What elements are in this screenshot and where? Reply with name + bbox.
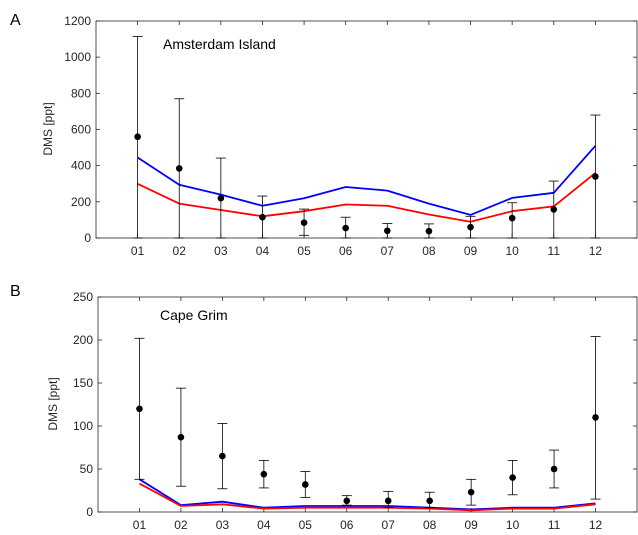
observation-point xyxy=(259,213,266,221)
y-tick-label: 0 xyxy=(86,505,93,519)
y-tick-label: 800 xyxy=(71,86,91,100)
x-tick-label: 06 xyxy=(339,244,353,258)
axes-box xyxy=(97,296,638,513)
x-tick-label: 09 xyxy=(464,244,478,258)
x-tick-label: 05 xyxy=(297,244,311,258)
x-tick-label: 02 xyxy=(173,244,187,258)
series-line-red xyxy=(139,482,596,512)
x-tick-label: 01 xyxy=(133,518,147,532)
y-tick-label: 0 xyxy=(84,231,91,245)
series-line-red xyxy=(137,172,596,223)
observation-point xyxy=(302,481,309,488)
x-tick-label: 02 xyxy=(174,518,188,532)
y-tick-label: 100 xyxy=(73,419,93,433)
observation-point xyxy=(260,470,268,478)
y-tick-label: 200 xyxy=(73,333,93,347)
y-tick-label: 200 xyxy=(71,195,91,209)
observation-point xyxy=(592,173,599,180)
observation-point xyxy=(343,497,351,505)
x-tick-label: 07 xyxy=(382,518,396,532)
x-tick-label: 12 xyxy=(589,244,603,258)
observation-point xyxy=(384,227,391,235)
y-axis-label: DMS [ppt] xyxy=(41,102,55,155)
observation-point xyxy=(384,497,392,505)
x-tick-label: 03 xyxy=(214,244,228,258)
series-line-blue xyxy=(137,145,597,216)
observation-point xyxy=(219,452,226,460)
x-tick-label: 06 xyxy=(340,518,354,532)
observation-point xyxy=(467,223,474,231)
x-tick-label: 11 xyxy=(548,518,561,532)
x-tick-label: 05 xyxy=(299,518,313,532)
observation-point xyxy=(508,214,516,222)
observation-point xyxy=(300,219,308,226)
y-axis-label: DMS [ppt] xyxy=(46,377,60,430)
y-tick-label: 150 xyxy=(73,376,93,390)
y-tick-label: 250 xyxy=(73,290,93,304)
x-tick-label: 08 xyxy=(423,518,437,532)
x-tick-label: 11 xyxy=(548,244,561,258)
observation-point xyxy=(550,206,558,213)
observation-point xyxy=(509,474,516,481)
x-tick-label: 01 xyxy=(131,244,145,258)
observation-point xyxy=(134,133,141,141)
observation-point xyxy=(177,433,185,441)
observation-point xyxy=(592,414,599,421)
x-tick-label: 09 xyxy=(464,518,478,532)
y-tick-label: 50 xyxy=(80,462,94,476)
y-tick-label: 400 xyxy=(71,159,91,173)
panel-title: Amsterdam Island xyxy=(163,36,276,52)
panel-title: Cape Grim xyxy=(160,307,228,323)
x-tick-label: 10 xyxy=(505,244,519,258)
x-tick-label: 03 xyxy=(216,518,230,532)
x-tick-label: 04 xyxy=(257,518,271,532)
x-tick-label: 12 xyxy=(589,518,603,532)
observation-point xyxy=(175,165,183,172)
observation-point xyxy=(136,405,143,413)
observation-point xyxy=(467,488,475,496)
x-tick-label: 10 xyxy=(506,518,520,532)
panel-a: A Amsterdam Island DMS [ppt] 0 200 400 600 8… xyxy=(10,12,638,258)
y-tick-label: 1200 xyxy=(64,14,91,28)
panel-label: B xyxy=(10,283,21,300)
x-tick-label: 07 xyxy=(381,244,395,258)
x-tick-label: 08 xyxy=(422,244,436,258)
observation-point xyxy=(342,224,349,232)
y-tick-label: 1000 xyxy=(64,50,91,64)
observation-point xyxy=(426,497,433,505)
panel-label: A xyxy=(10,12,21,29)
observation-point xyxy=(550,465,558,473)
observation-point xyxy=(217,194,225,202)
x-tick-label: 04 xyxy=(256,244,270,258)
observation-point xyxy=(425,227,433,235)
y-tick-label: 600 xyxy=(71,123,91,137)
